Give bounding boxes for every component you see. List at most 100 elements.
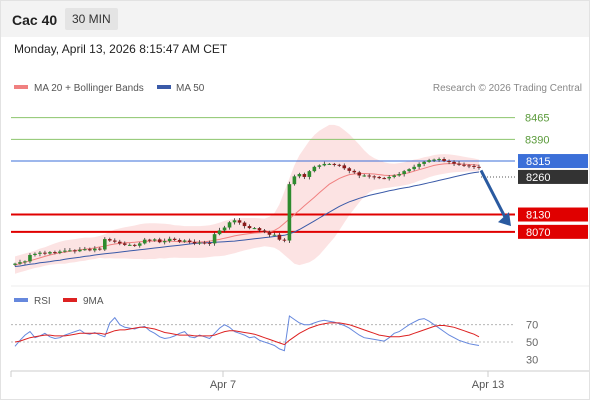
pivot-label: 8315	[526, 156, 550, 168]
candle-body	[122, 243, 127, 245]
candle-body	[467, 165, 471, 167]
candle-body	[63, 250, 67, 252]
candle-body	[377, 176, 382, 179]
candle-body	[432, 159, 436, 161]
candle-body	[397, 174, 401, 176]
candle-body	[422, 161, 426, 164]
ma50-line	[14, 171, 480, 267]
candle-body	[147, 239, 152, 241]
candle-body	[207, 242, 212, 244]
candle-body	[58, 251, 62, 253]
candle-body	[33, 253, 37, 255]
ma50-legend-label: MA 50	[176, 83, 205, 94]
candle-body	[197, 242, 202, 244]
candle-body	[302, 174, 307, 177]
x-tick-label: Apr 7	[210, 379, 236, 391]
candle-body	[107, 239, 112, 241]
candle-body	[13, 263, 17, 265]
candle-body	[212, 234, 217, 244]
candle-body	[322, 163, 327, 166]
ma20-line	[14, 163, 480, 266]
candle-body	[267, 231, 272, 235]
candle-body	[103, 239, 107, 250]
candle-body	[427, 160, 431, 162]
candle-body	[68, 250, 72, 252]
candle-body	[73, 250, 77, 252]
candle-body	[402, 171, 406, 175]
candle-body	[382, 178, 387, 180]
candle-body	[43, 252, 47, 254]
candle-body	[192, 241, 197, 244]
ma20-legend-label: MA 20 + Bollinger Bands	[34, 83, 144, 94]
candle-body	[78, 249, 82, 252]
bollinger-band	[15, 124, 479, 274]
candle-body	[157, 239, 162, 243]
candle-body	[407, 169, 411, 172]
level-label-bg	[518, 169, 588, 184]
candle-body	[28, 254, 32, 262]
candle-body	[287, 184, 292, 241]
rsi-legend-swatch	[14, 298, 28, 302]
candle-body	[292, 176, 297, 185]
candle-body	[232, 220, 237, 223]
candle-body	[387, 176, 391, 179]
candle-body	[257, 228, 262, 231]
rsi-panel: 70 50 30	[11, 315, 538, 366]
moving-averages	[14, 163, 480, 267]
candle-body	[127, 244, 132, 246]
candle-body	[202, 242, 207, 244]
candle-body	[137, 243, 142, 246]
candle-body	[352, 170, 357, 173]
price-levels	[11, 117, 515, 233]
candle-body	[83, 249, 87, 251]
candle-body	[457, 163, 461, 165]
support-label: 8070	[526, 227, 550, 239]
candle-body	[312, 166, 317, 172]
candle-body	[38, 252, 42, 254]
candle-body	[307, 171, 312, 177]
candle-body	[142, 239, 147, 244]
candle-body	[187, 240, 192, 242]
rsi-level-label: 50	[526, 337, 538, 349]
ma9-legend-swatch	[63, 298, 77, 302]
candle-body	[18, 262, 22, 264]
candle-body	[372, 176, 377, 178]
candle-body	[252, 228, 257, 230]
candle-body	[162, 241, 167, 243]
candle-body	[172, 238, 177, 240]
candle-body	[93, 248, 97, 251]
support-label: 8130	[526, 210, 550, 222]
candle-body	[132, 244, 137, 246]
candle-body	[447, 161, 451, 163]
candle-body	[272, 234, 277, 236]
ma50-legend-swatch	[157, 85, 171, 89]
candle-body	[247, 226, 252, 229]
candle-body	[347, 168, 352, 171]
candle-body	[237, 220, 242, 223]
rsi-level-label: 70	[526, 320, 538, 332]
candle-body	[367, 175, 372, 177]
candle-body	[417, 163, 421, 167]
instrument-title: Cac 40	[12, 12, 58, 28]
candle-body	[217, 230, 222, 235]
level-label-bg	[518, 154, 588, 169]
candle-body	[167, 238, 172, 242]
copyright-label: Research © 2026 Trading Central	[433, 83, 582, 94]
candles	[13, 157, 481, 267]
forecast-arrow	[479, 169, 511, 227]
candle-body	[317, 165, 322, 167]
timeframe-button[interactable]: 30 MIN	[65, 8, 118, 30]
candle-body	[437, 159, 441, 161]
last-label: 8260	[526, 172, 550, 184]
candle-body	[472, 165, 476, 167]
level-label-bg	[518, 207, 588, 222]
candle-body	[412, 166, 416, 170]
candle-body	[357, 172, 362, 176]
candle-body	[297, 174, 302, 177]
candle-body	[182, 240, 187, 242]
rsi-level-label: 30	[526, 354, 538, 366]
candle-body	[98, 248, 102, 250]
chart-header: Cac 40 30 MIN	[1, 1, 589, 37]
